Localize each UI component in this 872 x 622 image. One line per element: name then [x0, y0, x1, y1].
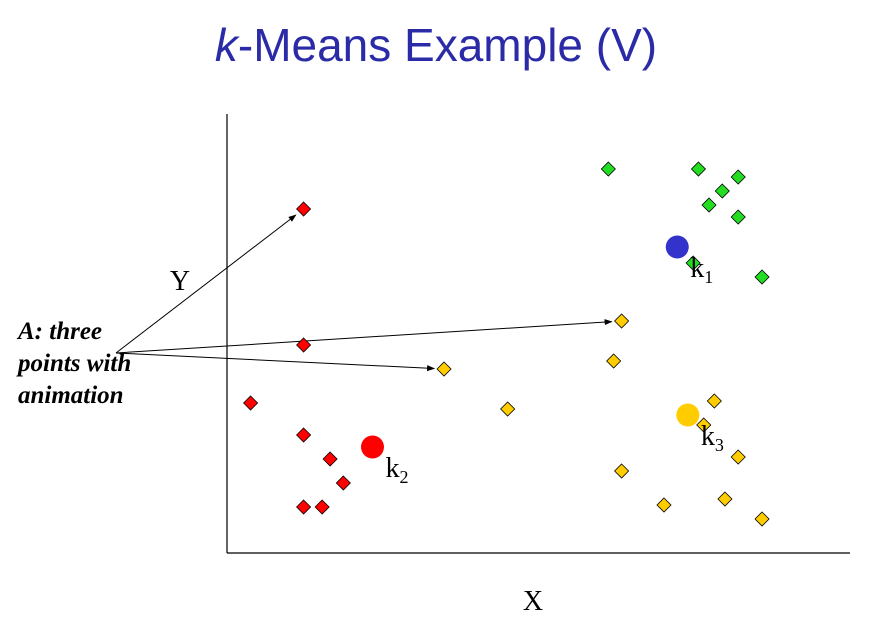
annotation-arrow-2: [115, 319, 613, 354]
point-yellow-1: [614, 313, 630, 329]
slide-title: k-Means Example (V): [0, 18, 872, 72]
point-red-6: [335, 475, 351, 491]
point-green-7: [685, 255, 701, 271]
point-red-5: [322, 451, 338, 467]
point-yellow-10: [656, 497, 672, 513]
annotation-arrows: [115, 214, 613, 372]
point-green-6: [730, 209, 746, 225]
annotation-note: A: three points with animation: [18, 316, 188, 412]
point-green-8: [754, 269, 770, 285]
point-yellow-8: [614, 463, 630, 479]
point-yellow-6: [696, 417, 712, 433]
y-axis-label: Y: [170, 266, 190, 297]
annotation-line-3: animation: [18, 382, 124, 409]
annotation-arrow-1: [115, 214, 297, 354]
point-yellow-9: [717, 491, 733, 507]
point-yellow-4: [706, 393, 722, 409]
centroid-k2: [361, 435, 384, 459]
centroid-k1: [665, 235, 689, 259]
point-red-8: [314, 499, 330, 515]
data-points: [243, 161, 770, 527]
point-yellow-2: [606, 353, 622, 369]
centroids: k1 k2 k3: [361, 235, 724, 487]
point-yellow-3: [436, 361, 452, 377]
title-italic-k: k: [214, 19, 238, 71]
annotation-line-1: A: three: [18, 318, 103, 345]
point-red-4: [296, 427, 312, 443]
point-yellow-5: [500, 401, 516, 417]
point-red-1: [296, 201, 312, 217]
centroid-label-k1: k1: [690, 253, 713, 287]
annotation-line-2: points with: [18, 350, 132, 377]
point-yellow-7: [730, 449, 746, 465]
point-red-3: [243, 395, 259, 411]
centroid-label-k2: k2: [386, 453, 409, 487]
centroid-k3: [676, 403, 700, 427]
annotation-arrow-3: [115, 352, 436, 372]
point-yellow-11: [754, 511, 770, 527]
point-green-1: [600, 161, 616, 177]
point-green-4: [714, 183, 730, 199]
point-red-2: [296, 337, 312, 353]
point-red-7: [296, 499, 312, 515]
centroid-label-k3: k3: [701, 421, 724, 455]
point-green-3: [730, 169, 746, 185]
point-green-2: [690, 161, 707, 177]
x-axis-label: X: [523, 586, 543, 617]
point-green-5: [701, 197, 717, 213]
title-rest: -Means Example (V): [237, 19, 658, 71]
